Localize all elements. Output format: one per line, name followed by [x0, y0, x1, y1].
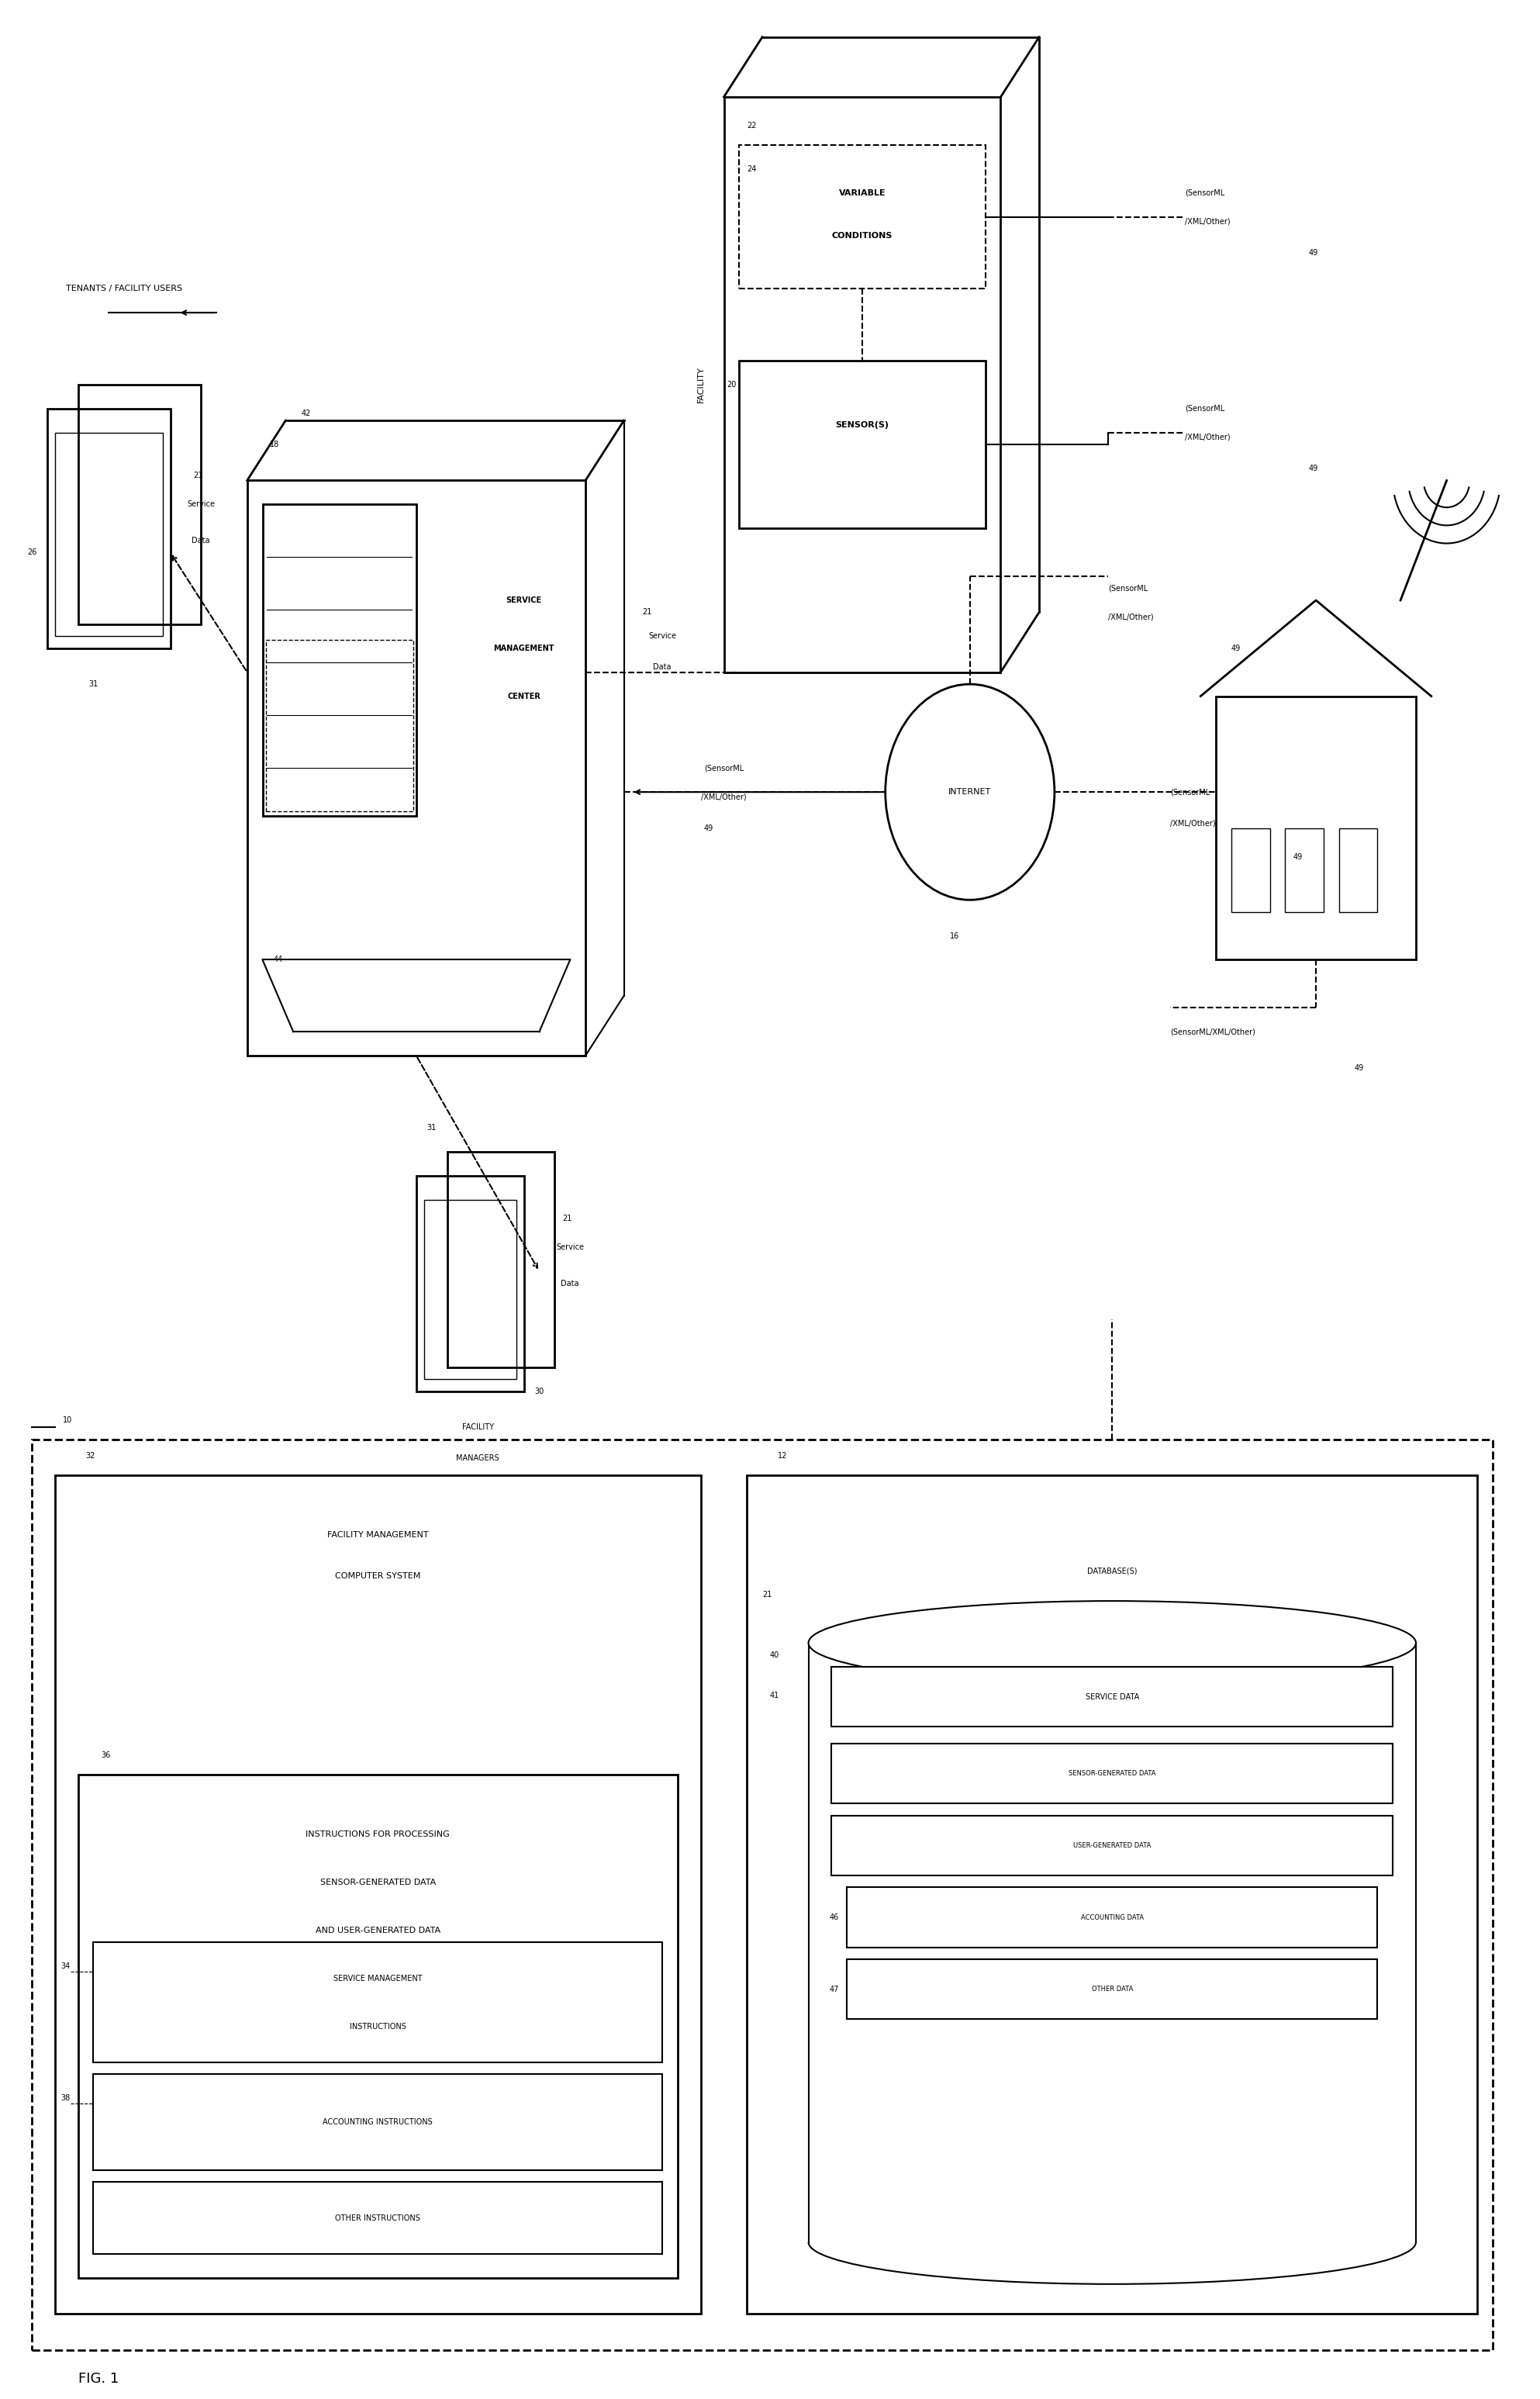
Text: 49: 49 — [704, 825, 713, 832]
Text: 21: 21 — [642, 609, 651, 617]
Text: FACILITY MANAGEMENT: FACILITY MANAGEMENT — [326, 1531, 428, 1538]
Text: MANAGEMENT: MANAGEMENT — [493, 645, 554, 653]
FancyBboxPatch shape — [832, 1744, 1392, 1804]
Text: CENTER: CENTER — [507, 693, 541, 701]
Text: /XML/Other): /XML/Other) — [1186, 218, 1230, 226]
Text: ACCOUNTING DATA: ACCOUNTING DATA — [1081, 1914, 1144, 1922]
Ellipse shape — [808, 1600, 1415, 1684]
FancyBboxPatch shape — [832, 1816, 1392, 1876]
Text: (SensorML: (SensorML — [1186, 405, 1224, 413]
Text: VARIABLE: VARIABLE — [839, 190, 886, 197]
Text: 36: 36 — [102, 1751, 111, 1758]
Text: SENSOR-GENERATED DATA: SENSOR-GENERATED DATA — [320, 1878, 436, 1886]
Text: 18: 18 — [269, 441, 280, 449]
Text: (SensorML: (SensorML — [1186, 190, 1224, 197]
Text: /XML/Other): /XML/Other) — [1186, 434, 1230, 441]
Text: 41: 41 — [770, 1691, 779, 1698]
Text: TENANTS / FACILITY USERS: TENANTS / FACILITY USERS — [66, 285, 182, 293]
Text: 49: 49 — [1309, 465, 1318, 473]
Text: 49: 49 — [1294, 854, 1303, 861]
Text: INSTRUCTIONS FOR PROCESSING: INSTRUCTIONS FOR PROCESSING — [306, 1830, 450, 1838]
Text: SERVICE DATA: SERVICE DATA — [1086, 1694, 1140, 1701]
Text: 34: 34 — [60, 1962, 71, 1970]
Text: MANAGERS: MANAGERS — [456, 1454, 499, 1463]
Text: 21: 21 — [762, 1591, 772, 1598]
Text: OTHER INSTRUCTIONS: OTHER INSTRUCTIONS — [336, 2214, 420, 2221]
Text: INSTRUCTIONS: INSTRUCTIONS — [350, 2022, 407, 2030]
Text: DATABASE(S): DATABASE(S) — [1087, 1567, 1137, 1574]
Text: OTHER DATA: OTHER DATA — [1092, 1986, 1133, 1994]
FancyBboxPatch shape — [847, 1960, 1377, 2020]
Text: Service: Service — [186, 501, 216, 509]
Text: Data: Data — [192, 537, 209, 545]
Text: /XML/Other): /XML/Other) — [1170, 820, 1215, 828]
Text: AND USER-GENERATED DATA: AND USER-GENERATED DATA — [316, 1926, 440, 1934]
Text: 31: 31 — [89, 681, 99, 689]
Text: 40: 40 — [770, 1651, 779, 1658]
FancyBboxPatch shape — [847, 1888, 1377, 1948]
Text: 31: 31 — [427, 1123, 436, 1132]
Text: SERVICE: SERVICE — [507, 597, 542, 605]
Text: (SensorML: (SensorML — [704, 765, 744, 772]
Text: SERVICE MANAGEMENT: SERVICE MANAGEMENT — [333, 1974, 422, 1982]
Text: 38: 38 — [60, 2094, 71, 2102]
Text: CONDITIONS: CONDITIONS — [832, 233, 893, 240]
Text: FACILITY: FACILITY — [698, 367, 705, 403]
Text: FIG. 1: FIG. 1 — [79, 2373, 119, 2385]
Text: SENSOR-GENERATED DATA: SENSOR-GENERATED DATA — [1069, 1770, 1157, 1778]
Text: Service: Service — [556, 1243, 584, 1252]
Text: Data: Data — [653, 665, 671, 672]
Text: 16: 16 — [950, 931, 959, 940]
Text: 49: 49 — [1309, 249, 1318, 257]
Text: USER-GENERATED DATA: USER-GENERATED DATA — [1073, 1842, 1150, 1850]
Text: 12: 12 — [778, 1451, 787, 1461]
Text: COMPUTER SYSTEM: COMPUTER SYSTEM — [336, 1571, 420, 1579]
Text: 49: 49 — [1232, 645, 1241, 653]
Text: INTERNET: INTERNET — [949, 789, 992, 796]
Text: 44: 44 — [273, 955, 283, 964]
FancyBboxPatch shape — [832, 1667, 1392, 1727]
Text: 42: 42 — [300, 410, 311, 417]
Text: 46: 46 — [830, 1914, 839, 1922]
Text: 30: 30 — [534, 1387, 544, 1396]
Text: ACCOUNTING INSTRUCTIONS: ACCOUNTING INSTRUCTIONS — [323, 2118, 433, 2126]
Text: SENSOR(S): SENSOR(S) — [836, 422, 889, 429]
Text: 21: 21 — [194, 473, 203, 480]
Ellipse shape — [885, 684, 1055, 900]
Text: Service: Service — [648, 633, 676, 641]
Text: 24: 24 — [747, 166, 756, 173]
Text: 26: 26 — [28, 549, 37, 557]
Text: 49: 49 — [1354, 1063, 1364, 1072]
Text: Data: Data — [561, 1279, 579, 1288]
Text: 32: 32 — [86, 1451, 95, 1461]
Text: 47: 47 — [830, 1986, 839, 1994]
Text: (SensorML/XML/Other): (SensorML/XML/Other) — [1170, 1027, 1255, 1036]
Text: 10: 10 — [63, 1415, 72, 1425]
Text: (SensorML: (SensorML — [1109, 585, 1147, 593]
Text: 22: 22 — [747, 122, 756, 130]
Text: 21: 21 — [562, 1214, 571, 1223]
Text: /XML/Other): /XML/Other) — [701, 794, 747, 801]
Text: 20: 20 — [727, 381, 736, 389]
Text: (SensorML: (SensorML — [1170, 789, 1209, 796]
Text: FACILITY: FACILITY — [462, 1423, 494, 1432]
Text: /XML/Other): /XML/Other) — [1109, 614, 1153, 621]
